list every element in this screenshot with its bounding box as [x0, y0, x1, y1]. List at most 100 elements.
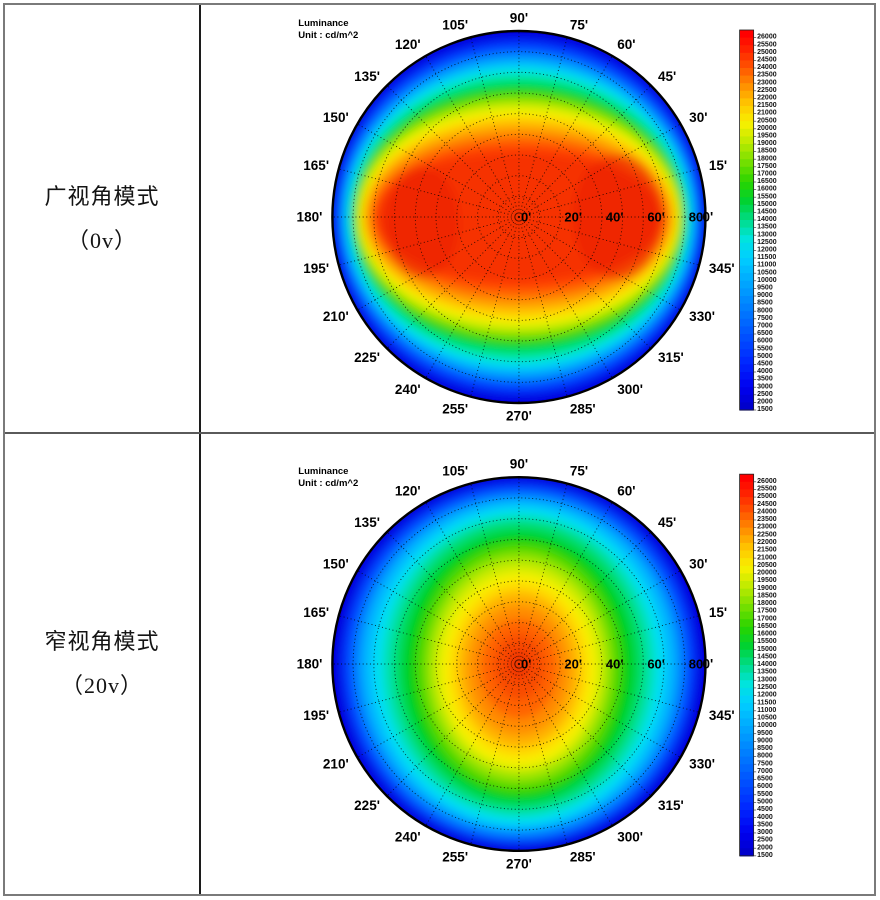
colorbar-label: 4000 — [757, 368, 773, 375]
radial-tick-label: 60' — [647, 656, 665, 671]
colorbar-label: 10000 — [757, 722, 777, 729]
colorbar-label: 8000 — [757, 753, 773, 760]
colorbar-label: 7500 — [757, 760, 773, 767]
polar-grid — [332, 31, 706, 403]
colorbar-label: 17500 — [757, 608, 777, 615]
luminance-polar-plot-narrow: 0' 20' 40' 60' 80'0'15'30'45'60'75'90'105'12… — [297, 457, 777, 872]
colorbar-label: 20000 — [757, 570, 777, 577]
colorbar: 2600025500250002450024000235002300022500… — [739, 29, 777, 413]
colorbar: 2600025500250002450024000235002300022500… — [739, 473, 777, 859]
colorbar-label: 7000 — [757, 768, 773, 775]
mode-label-cell-wide: 广视角模式 （0v） — [5, 5, 201, 432]
angle-tick-label: 240' — [395, 382, 421, 397]
colorbar-segment — [739, 296, 754, 305]
radial-tick-label: 80' — [689, 656, 707, 671]
colorbar-segment — [739, 573, 754, 582]
colorbar-segment — [739, 619, 754, 628]
colorbar-label: 16500 — [757, 178, 777, 185]
colorbar-segment — [739, 649, 754, 658]
grid-spoke — [357, 570, 520, 665]
colorbar-segment — [739, 250, 754, 259]
grid-circle — [497, 195, 541, 239]
grid-circle — [394, 92, 644, 342]
colorbar-label: 14500 — [757, 653, 777, 660]
colorbar-label: 23000 — [757, 524, 777, 531]
grid-spoke — [518, 663, 652, 797]
grid-spoke — [518, 216, 681, 311]
grid-spoke — [357, 123, 520, 218]
colorbar-label: 22500 — [757, 531, 777, 538]
colorbar-segment — [739, 288, 754, 297]
radial-tick-labels: 0' 20' 40' 60' 80' — [521, 210, 706, 225]
colorbar-segment — [739, 379, 754, 388]
colorbar-label: 21500 — [757, 102, 777, 109]
angle-tick-label: 0' — [702, 656, 713, 671]
grid-circle — [435, 133, 603, 301]
colorbar-label: 24000 — [757, 64, 777, 71]
angle-tick-label: 135' — [354, 515, 380, 530]
colorbar-label: 10500 — [757, 269, 777, 276]
colorbar-segment — [739, 474, 754, 483]
grid-spoke — [425, 55, 520, 218]
angle-tick-label: 255' — [442, 850, 468, 865]
colorbar-label: 8000 — [757, 307, 773, 314]
grid-spoke — [386, 216, 520, 349]
grid-spoke — [338, 168, 520, 218]
grid-spoke — [386, 531, 520, 665]
angle-tick-label: 180' — [297, 210, 323, 225]
colorbar-segment — [739, 318, 754, 327]
plot-cell-wide: 0' 20' 40' 60' 80' 0' 15' 30' 45' 60' 75' 90' 105' 12… — [201, 5, 874, 432]
colorbar-segment — [739, 356, 754, 365]
colorbar-label: 17000 — [757, 171, 777, 178]
colorbar-label: 11500 — [757, 699, 776, 706]
colorbar-segment — [739, 151, 754, 160]
colorbar-label: 13000 — [757, 231, 777, 238]
angle-tick-label: 195' — [303, 708, 329, 723]
colorbar-label: 14500 — [757, 209, 777, 216]
colorbar-label: 26000 — [757, 34, 777, 41]
table-row-wide-mode: 广视角模式 （0v） 0' 20' 40' 60' 80' 0' 15' 30' 45' 60' 7… — [5, 5, 874, 434]
angle-tick-label: 255' — [442, 402, 468, 417]
angle-tick-label: 225' — [354, 350, 380, 365]
angle-tick-label: 195' — [303, 261, 329, 276]
grid-spoke — [357, 663, 520, 758]
colorbar-label: 12000 — [757, 247, 777, 254]
colorbar-segment — [739, 588, 754, 597]
plot-title: Luminance — [298, 466, 348, 477]
grid-spoke — [386, 663, 520, 797]
grid-spoke — [470, 483, 520, 665]
colorbar-segment — [739, 52, 754, 61]
grid-spoke — [518, 168, 700, 218]
colorbar-label: 21000 — [757, 554, 777, 561]
colorbar-label: 24000 — [757, 508, 777, 515]
colorbar-segment — [739, 311, 754, 320]
grid-spoke — [518, 501, 613, 665]
colorbar-segment — [739, 642, 754, 651]
colorbar-label: 4500 — [757, 806, 773, 813]
colorbar-segment — [739, 326, 754, 335]
colorbar-label: 2000 — [757, 844, 773, 851]
colorbar-label: 18000 — [757, 600, 777, 607]
colorbar-label: 9500 — [757, 285, 773, 292]
angle-tick-label: 30' — [689, 110, 707, 125]
colorbar-segment — [739, 710, 754, 720]
colorbar-label: 16000 — [757, 631, 777, 638]
grid-spoke — [425, 663, 520, 827]
colorbar-label: 11500 — [757, 254, 776, 261]
colorbar-segment — [739, 280, 754, 289]
angle-tick-label: 240' — [395, 830, 421, 845]
colorbar-label: 22000 — [757, 539, 777, 546]
grid-spoke — [425, 216, 520, 379]
plot-title: Luminance — [298, 18, 348, 29]
grid-spoke — [518, 216, 568, 397]
colorbar-segment — [739, 840, 754, 849]
colorbar-label: 23500 — [757, 516, 777, 523]
colorbar-label: 8500 — [757, 300, 773, 307]
colorbar-segment — [739, 497, 754, 506]
radial-tick-label: 40' — [606, 210, 624, 225]
colorbar-label: 15000 — [757, 646, 777, 653]
angle-tick-label: 135' — [354, 69, 380, 84]
colorbar-segment — [739, 166, 754, 175]
colorbar-segment — [739, 60, 754, 69]
colorbar-label: 18500 — [757, 592, 777, 599]
